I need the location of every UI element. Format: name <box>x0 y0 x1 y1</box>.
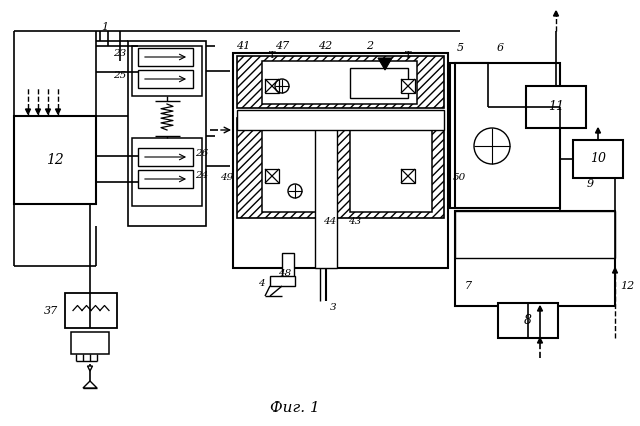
Bar <box>237 118 444 218</box>
Text: 10: 10 <box>590 153 606 165</box>
Bar <box>270 276 295 286</box>
Polygon shape <box>83 381 97 388</box>
Bar <box>265 169 279 183</box>
Text: 4: 4 <box>259 279 265 288</box>
Text: 43: 43 <box>348 216 362 225</box>
Polygon shape <box>538 306 543 311</box>
Bar <box>498 303 558 338</box>
Bar <box>262 122 327 212</box>
Text: T: T <box>269 52 275 60</box>
Text: 47: 47 <box>275 41 289 51</box>
Text: 26: 26 <box>195 149 208 158</box>
Polygon shape <box>378 58 392 70</box>
Text: 48: 48 <box>278 268 292 277</box>
Bar <box>138 170 193 188</box>
Bar <box>128 41 206 226</box>
Polygon shape <box>595 128 600 133</box>
Bar <box>138 70 193 88</box>
Text: 23: 23 <box>113 49 126 58</box>
Bar <box>450 63 488 208</box>
Bar <box>455 211 615 258</box>
Text: 41: 41 <box>236 41 250 51</box>
Text: Фиг. 1: Фиг. 1 <box>270 401 320 415</box>
Text: 25: 25 <box>113 70 126 80</box>
Bar <box>350 122 432 212</box>
Text: 7: 7 <box>465 281 472 291</box>
Bar <box>71 332 109 354</box>
Polygon shape <box>56 109 61 114</box>
Text: 44: 44 <box>323 216 337 225</box>
Polygon shape <box>612 268 618 273</box>
Text: 6: 6 <box>497 43 504 53</box>
Polygon shape <box>35 109 40 114</box>
Text: 8: 8 <box>524 314 532 327</box>
Text: 9: 9 <box>586 179 593 189</box>
Bar <box>401 169 415 183</box>
Polygon shape <box>45 109 51 114</box>
Bar <box>132 46 202 96</box>
Polygon shape <box>538 338 543 343</box>
Bar <box>315 113 337 268</box>
Bar <box>455 211 615 306</box>
Polygon shape <box>554 11 559 16</box>
Text: 12: 12 <box>620 281 634 291</box>
Text: 1: 1 <box>101 22 109 32</box>
Bar <box>265 79 279 93</box>
Text: 11: 11 <box>548 101 564 113</box>
Bar <box>262 61 417 104</box>
Bar <box>282 253 294 283</box>
Bar <box>132 138 202 206</box>
Bar <box>237 56 444 108</box>
Bar <box>237 110 444 130</box>
Bar <box>65 293 117 328</box>
Bar <box>14 116 96 204</box>
Text: 2: 2 <box>367 41 374 51</box>
Polygon shape <box>88 366 93 371</box>
Bar <box>401 79 415 93</box>
Text: 24: 24 <box>195 170 208 179</box>
Bar <box>573 140 623 178</box>
Bar <box>455 63 560 208</box>
Text: 37: 37 <box>44 306 58 316</box>
Text: T: T <box>404 52 412 60</box>
Text: 42: 42 <box>318 41 332 51</box>
Text: 3: 3 <box>330 303 337 313</box>
Polygon shape <box>26 109 31 114</box>
Text: 49: 49 <box>220 173 233 182</box>
Bar <box>350 68 408 98</box>
Bar <box>233 53 448 268</box>
Text: 50: 50 <box>453 173 467 182</box>
Text: 12: 12 <box>46 153 64 167</box>
Bar <box>138 148 193 166</box>
Bar <box>138 48 193 66</box>
Text: 5: 5 <box>456 43 463 53</box>
Bar <box>526 86 586 128</box>
